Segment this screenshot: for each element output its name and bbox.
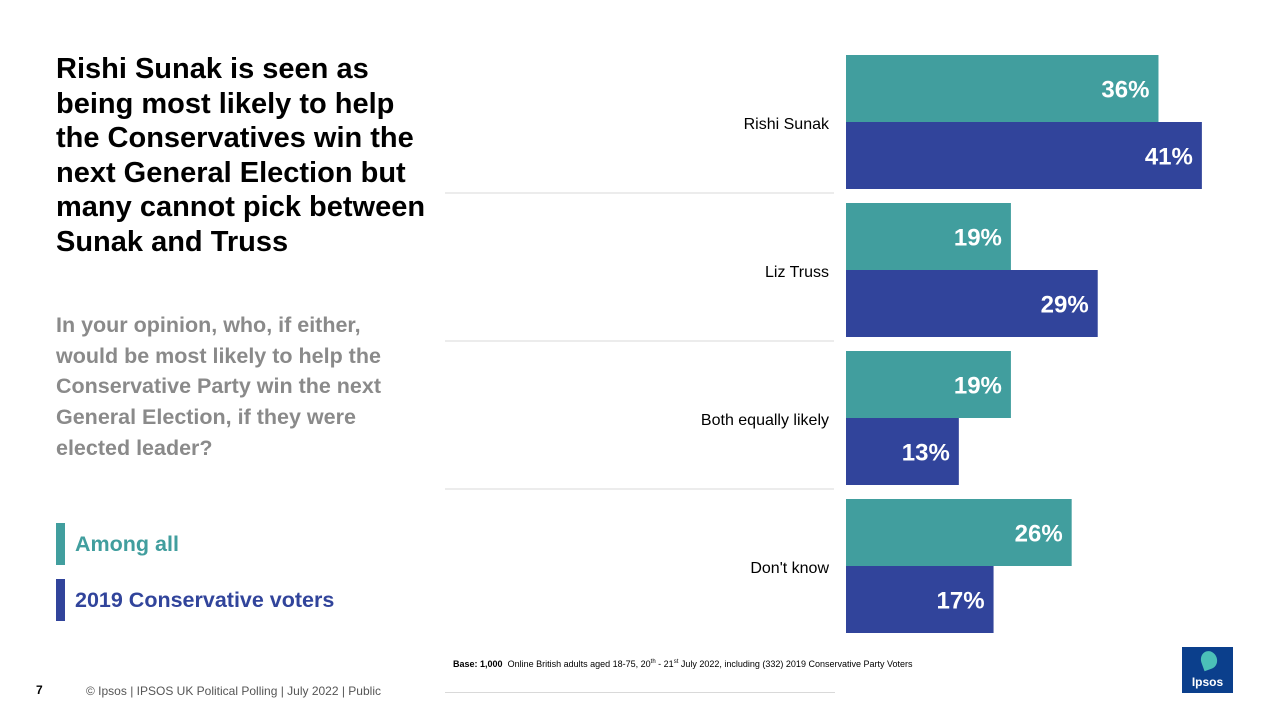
base-text-pre: Online British adults aged 18-75, 20 (507, 659, 651, 669)
ipsos-logo-mark-icon (1198, 648, 1220, 672)
base-sup-1: th (650, 659, 656, 665)
data-label: 26% (1015, 521, 1063, 548)
category-label: Both equally likely (701, 412, 829, 429)
bar (846, 351, 1011, 418)
footer-text: © Ipsos | IPSOS UK Political Polling | J… (86, 684, 381, 698)
data-label: 17% (937, 588, 985, 615)
ipsos-logo: Ipsos (1182, 647, 1233, 693)
bar (846, 55, 1159, 122)
ipsos-logo-text: Ipsos (1191, 675, 1224, 689)
base-sup-2: st (673, 659, 679, 665)
base-text-post: July 2022, including (332) 2019 Conserva… (678, 659, 913, 669)
legend-label-among-all: Among all (75, 531, 179, 556)
data-label: 19% (954, 225, 1002, 252)
legend-swatch-among-all (56, 523, 65, 565)
legend-label-conservative-voters: 2019 Conservative voters (75, 587, 335, 612)
footer-divider (445, 692, 835, 693)
data-label: 36% (1101, 77, 1149, 104)
bar (846, 270, 1098, 337)
category-label: Rishi Sunak (744, 116, 830, 133)
page-number: 7 (36, 683, 43, 697)
bar (846, 122, 1202, 189)
data-label: 29% (1041, 292, 1089, 319)
bar (846, 566, 994, 633)
bar (846, 418, 959, 485)
base-note: Base: 1,000 Online British adults aged 1… (453, 659, 913, 669)
survey-question: In your opinion, who, if either, would b… (56, 313, 381, 460)
base-label: Base: 1,000 (453, 659, 503, 669)
legend-item-conservative-voters: 2019 Conservative voters (56, 579, 334, 621)
page-title: Rishi Sunak is seen as being most likely… (56, 53, 426, 258)
base-text-mid: - 21 (655, 659, 674, 669)
category-label: Don't know (750, 560, 829, 577)
data-label: 19% (954, 373, 1002, 400)
bar (846, 203, 1011, 270)
bar (846, 499, 1072, 566)
data-label: 13% (902, 440, 950, 467)
legend-item-among-all: Among all (56, 523, 179, 565)
data-label: 41% (1145, 144, 1193, 171)
legend-swatch-conservative-voters (56, 579, 65, 621)
category-label: Liz Truss (765, 264, 829, 281)
